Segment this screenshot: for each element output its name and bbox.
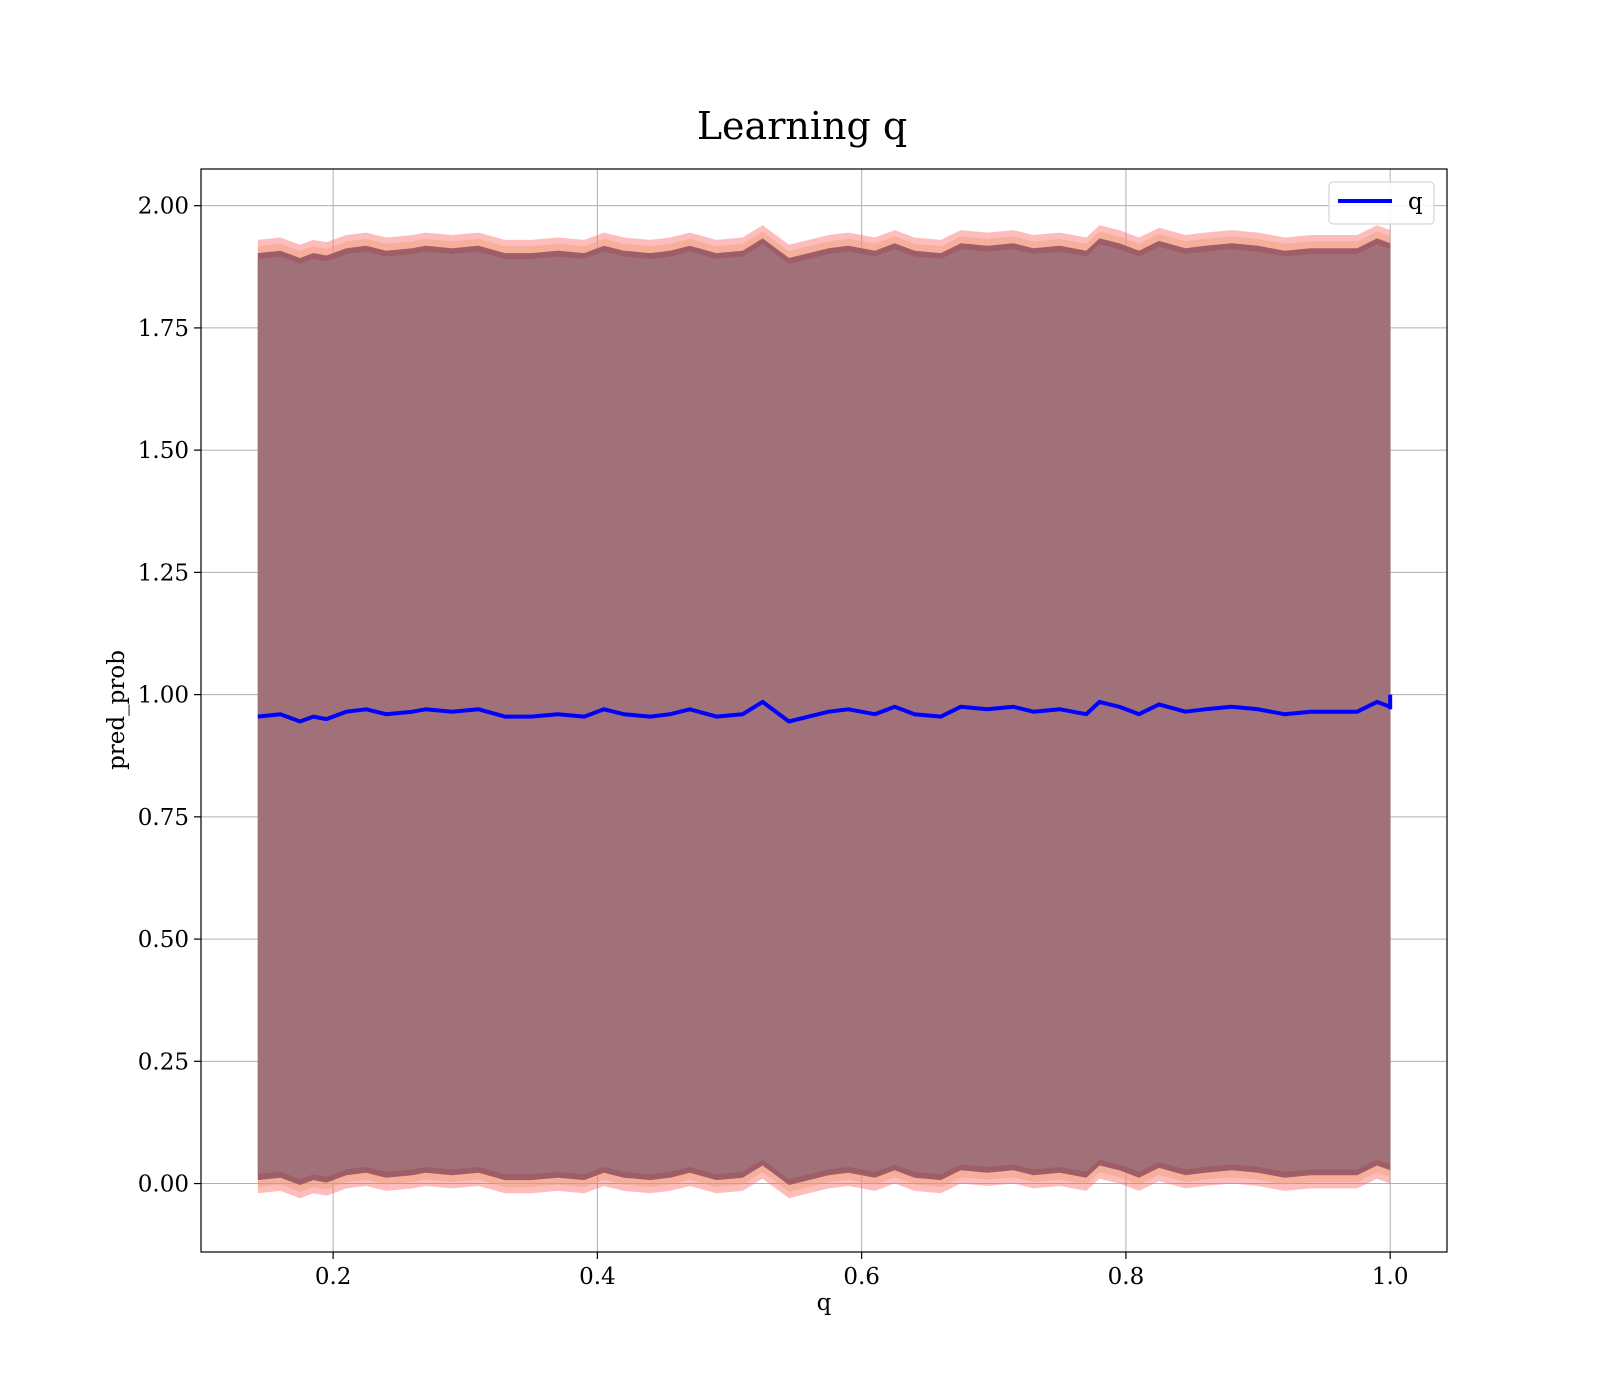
x-tick-label: 0.6 [843,1264,880,1290]
y-tick-label: 1.50 [138,438,189,464]
x-tick-label: 1.0 [1372,1264,1409,1290]
y-tick-label: 1.00 [138,683,189,709]
x-axis-label: q [817,1290,832,1316]
axis-ticks: 0.2 0.4 0.6 0.8 1.0 0.00 0.25 0.50 0.75 1.00 1.25 1… [138,194,1409,1290]
series-lines [257,694,1393,724]
x-tick-label: 0.4 [579,1264,616,1290]
y-tick-label: 1.25 [138,560,189,586]
y-tick-label: 1.75 [138,316,189,342]
y-tick-label: 0.50 [138,927,189,953]
y-tick-label: 0.00 [138,1172,189,1198]
plot-area-frame [200,168,1448,1253]
y-tick-label: 2.00 [138,194,189,220]
y-tick-label: 0.75 [138,805,189,831]
legend: q [1328,181,1435,225]
y-axis-label: pred_prob [104,650,130,770]
x-tick-label: 0.2 [315,1264,352,1290]
x-tick-label: 0.8 [1108,1264,1145,1290]
series-line-q [257,699,1391,724]
y-tick-label: 0.25 [138,1049,189,1075]
legend-label-q: q [1408,189,1423,215]
chart-title: Learning q [697,104,907,148]
